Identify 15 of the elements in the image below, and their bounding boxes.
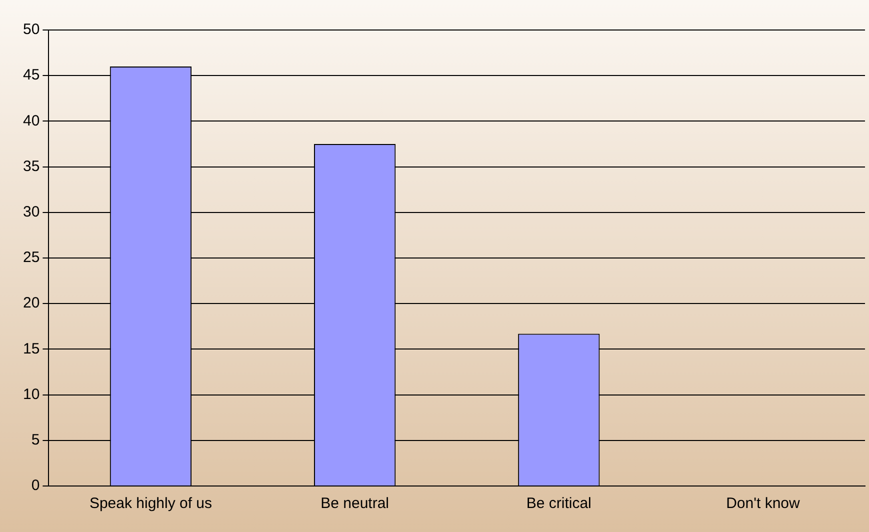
y-tick-label: 30 xyxy=(22,204,40,221)
y-tick-label: 40 xyxy=(22,112,40,130)
y-tick-label: 0 xyxy=(31,477,40,494)
y-tick-label: 45 xyxy=(22,66,40,84)
x-tick-label: Be critical xyxy=(526,495,592,512)
x-tick-label: Don't know xyxy=(726,495,800,512)
x-tick-label: Speak highly of us xyxy=(89,495,212,512)
x-tick-label: Be neutral xyxy=(320,495,389,512)
y-tick-label: 25 xyxy=(22,249,40,266)
y-tick-label: 5 xyxy=(31,432,40,449)
y-tick-label: 20 xyxy=(22,294,40,312)
y-tick-label: 15 xyxy=(22,340,40,358)
y-tick-label: 50 xyxy=(22,21,40,38)
y-tick-label: 35 xyxy=(22,158,40,175)
y-tick-label: 10 xyxy=(22,386,40,403)
